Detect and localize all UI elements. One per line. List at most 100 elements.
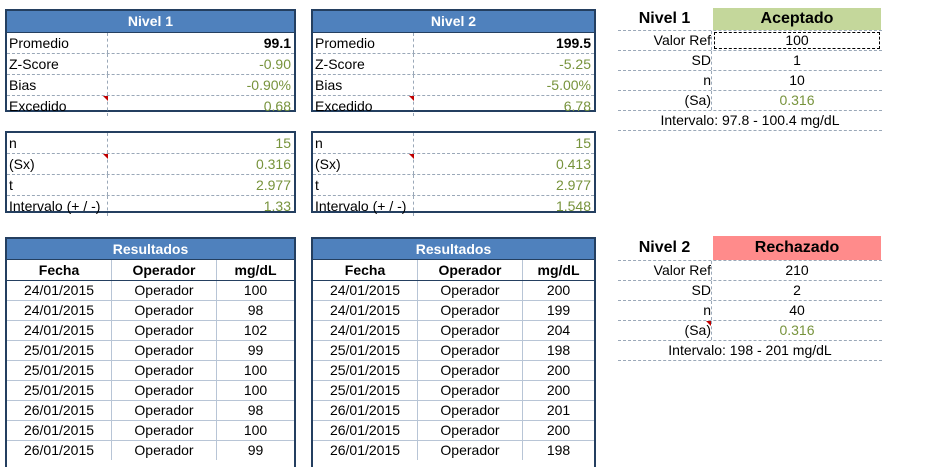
stat-row-zscore[interactable]: Z-Score -5.25 [313,54,594,75]
cell-fecha[interactable]: 25/01/2015 [313,340,418,361]
table-row[interactable]: 26/01/2015 Operador 200 [313,420,594,441]
ref-row-valor-ref[interactable]: Valor Ref 100 [618,31,882,51]
cell-fecha[interactable]: 24/01/2015 [7,280,112,301]
column-header-fecha[interactable]: Fecha [313,260,418,281]
cell-fecha[interactable]: 24/01/2015 [7,320,112,341]
stat-row-bias[interactable]: Bias -0.90% [7,75,294,96]
cell-value[interactable]: 100 [216,420,294,441]
cell-value[interactable]: 100 [216,360,294,381]
column-header-mgdl[interactable]: mg/dL [216,260,294,281]
table-row[interactable]: 26/01/2015 Operador 99 [7,440,294,460]
cell-value[interactable]: 200 [522,280,594,301]
interval-row-t[interactable]: t 2.977 [313,175,594,196]
ref-value[interactable]: 2 [793,282,801,298]
table-row[interactable]: 24/01/2015 Operador 102 [7,320,294,341]
table-row[interactable]: 25/01/2015 Operador 100 [7,360,294,381]
cell-fecha[interactable]: 26/01/2015 [7,420,112,441]
comment-marker-icon[interactable] [409,96,414,101]
cell-operador[interactable]: Operador [417,360,523,381]
table-row[interactable]: 24/01/2015 Operador 100 [7,280,294,301]
stat-row-bias[interactable]: Bias -5.00% [313,75,594,96]
cell-fecha[interactable]: 26/01/2015 [7,400,112,421]
stat-row-promedio[interactable]: Promedio 99.1 [7,33,294,54]
column-header-operador[interactable]: Operador [111,260,217,281]
cell-operador[interactable]: Operador [111,320,217,341]
cell-fecha[interactable]: 26/01/2015 [313,400,418,421]
cell-fecha[interactable]: 26/01/2015 [313,420,418,441]
cell-value[interactable]: 98 [216,400,294,421]
cell-operador[interactable]: Operador [111,400,217,421]
table-row[interactable]: 25/01/2015 Operador 200 [313,380,594,401]
cell-operador[interactable]: Operador [111,380,217,401]
cell-operador[interactable]: Operador [417,420,523,441]
cell-value[interactable]: 198 [522,440,594,460]
interval-row-n[interactable]: n 15 [313,133,594,154]
table-row[interactable]: 26/01/2015 Operador 98 [7,400,294,421]
cell-value[interactable]: 98 [216,300,294,321]
cell-fecha[interactable]: 25/01/2015 [313,380,418,401]
stat-row-promedio[interactable]: Promedio 199.5 [313,33,594,54]
interval-row-sx[interactable]: (Sx) 0.316 [7,154,294,175]
table-row[interactable]: 24/01/2015 Operador 199 [313,300,594,321]
cell-value[interactable]: 99 [216,440,294,460]
cell-operador[interactable]: Operador [417,320,523,341]
table-row[interactable]: 24/01/2015 Operador 98 [7,300,294,321]
cell-value[interactable]: 100 [216,380,294,401]
cell-operador[interactable]: Operador [417,340,523,361]
table-row[interactable]: 26/01/2015 Operador 198 [313,440,594,460]
cell-fecha[interactable]: 25/01/2015 [313,360,418,381]
table-row[interactable]: 24/01/2015 Operador 204 [313,320,594,341]
table-row[interactable]: 24/01/2015 Operador 200 [313,280,594,301]
cell-operador[interactable]: Operador [417,280,523,301]
ref-row-sd[interactable]: SD 2 [618,281,882,301]
stat-row-excedido[interactable]: Excedido 0.68 [7,96,294,116]
cell-operador[interactable]: Operador [417,400,523,421]
column-header-operador[interactable]: Operador [417,260,523,281]
ref-value[interactable]: 0.316 [779,322,815,338]
table-row[interactable]: 25/01/2015 Operador 99 [7,340,294,361]
ref-row-n[interactable]: n 40 [618,301,882,321]
ref-row-sa[interactable]: (Sa) 0.316 [618,321,882,341]
column-header-fecha[interactable]: Fecha [7,260,112,281]
cell-value[interactable]: 200 [522,380,594,401]
ref-value[interactable]: 100 [713,31,881,50]
ref-value[interactable]: 1 [793,52,801,68]
interval-row-intervalo[interactable]: Intervalo (+ / -) 1.33 [7,196,294,216]
table-row[interactable]: 25/01/2015 Operador 198 [313,340,594,361]
cell-operador[interactable]: Operador [111,280,217,301]
ref-value[interactable]: 40 [789,302,805,318]
interval-row-intervalo[interactable]: Intervalo (+ / -) 1.548 [313,196,594,216]
cell-operador[interactable]: Operador [417,300,523,321]
table-row[interactable]: 25/01/2015 Operador 100 [7,380,294,401]
ref-row-n[interactable]: n 10 [618,71,882,91]
comment-marker-icon[interactable] [103,154,108,159]
cell-fecha[interactable]: 25/01/2015 [7,380,112,401]
cell-fecha[interactable]: 24/01/2015 [7,300,112,321]
cell-value[interactable]: 199 [522,300,594,321]
interval-row-n[interactable]: n 15 [7,133,294,154]
cell-fecha[interactable]: 24/01/2015 [313,320,418,341]
cell-fecha[interactable]: 24/01/2015 [313,300,418,321]
cell-operador[interactable]: Operador [111,420,217,441]
cell-value[interactable]: 102 [216,320,294,341]
comment-marker-icon[interactable] [706,321,711,326]
ref-value[interactable]: 210 [785,262,809,278]
cell-fecha[interactable]: 25/01/2015 [7,340,112,361]
column-header-mgdl[interactable]: mg/dL [522,260,594,281]
cell-value[interactable]: 200 [522,420,594,441]
table-row[interactable]: 26/01/2015 Operador 201 [313,400,594,421]
cell-fecha[interactable]: 25/01/2015 [7,360,112,381]
stat-row-excedido[interactable]: Excedido 6.78 [313,96,594,116]
cell-fecha[interactable]: 24/01/2015 [313,280,418,301]
comment-marker-icon[interactable] [103,96,108,101]
cell-operador[interactable]: Operador [111,360,217,381]
ref-row-sd[interactable]: SD 1 [618,51,882,71]
ref-value[interactable]: 10 [789,72,805,88]
cell-fecha[interactable]: 26/01/2015 [7,440,112,460]
cell-operador[interactable]: Operador [417,440,523,460]
comment-marker-icon[interactable] [409,154,414,159]
cell-operador[interactable]: Operador [111,300,217,321]
ref-value[interactable]: 0.316 [779,92,815,108]
table-row[interactable]: 25/01/2015 Operador 200 [313,360,594,381]
ref-row-sa[interactable]: (Sa) 0.316 [618,91,882,111]
